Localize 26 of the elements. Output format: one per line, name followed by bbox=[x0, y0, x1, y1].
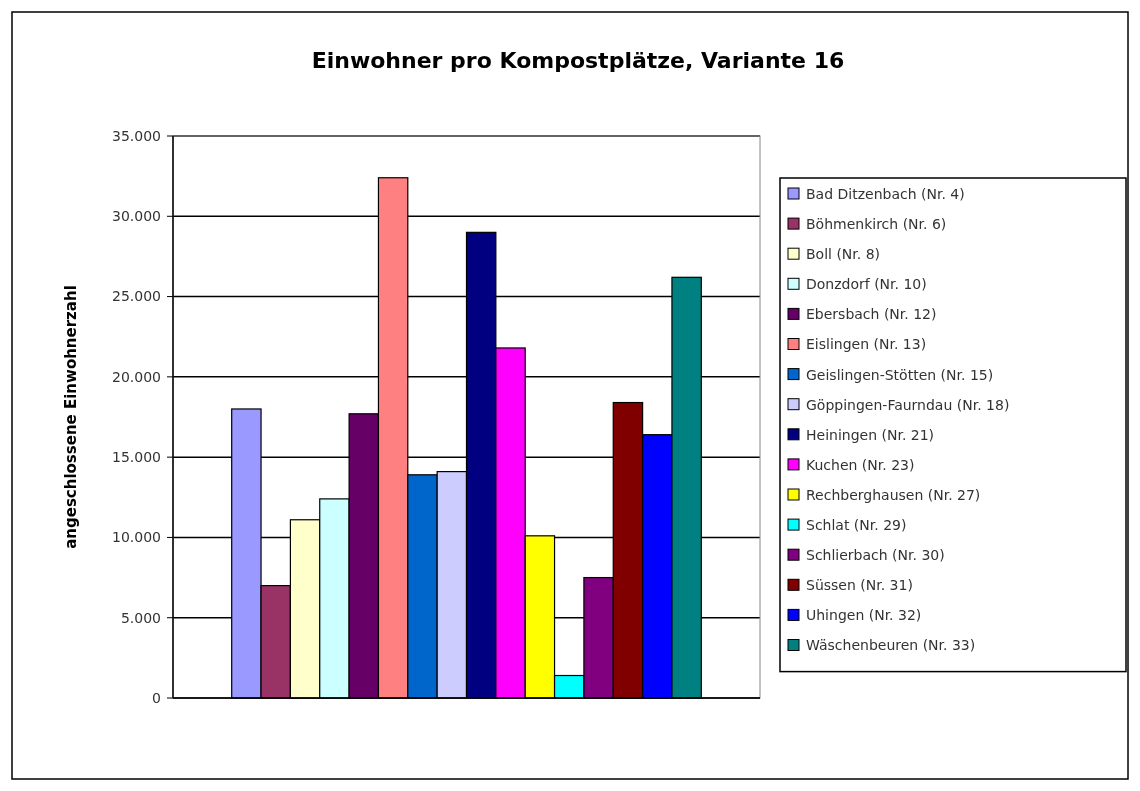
y-tick-label: 5.000 bbox=[120, 609, 161, 626]
legend-label: Rechberghausen (Nr. 27) bbox=[806, 486, 981, 503]
legend-label: Uhingen (Nr. 32) bbox=[806, 607, 922, 624]
legend-label: Eislingen (Nr. 13) bbox=[806, 336, 927, 353]
legend-label: Schlat (Nr. 29) bbox=[806, 517, 907, 533]
legend-label: Donzdorf (Nr. 10) bbox=[806, 276, 927, 293]
y-axis-title: angeschlossene Einwohnerzahl bbox=[62, 285, 80, 549]
y-tick-label: 15.000 bbox=[112, 449, 161, 466]
y-tick-label: 10.000 bbox=[112, 529, 161, 546]
y-tick-label: 0 bbox=[152, 689, 161, 706]
legend-label: Geislingen-Stötten (Nr. 15) bbox=[806, 366, 994, 383]
legend-label: Wäschenbeuren (Nr. 33) bbox=[806, 637, 976, 654]
legend-label: Schlierbach (Nr. 30) bbox=[806, 547, 945, 564]
legend-label: Süssen (Nr. 31) bbox=[806, 577, 913, 594]
legend-label: Böhmenkirch (Nr. 6) bbox=[806, 216, 947, 232]
legend-label: Göppingen-Faurndau (Nr. 18) bbox=[806, 396, 1010, 413]
legend-label: Bad Ditzenbach (Nr. 4) bbox=[806, 185, 965, 202]
y-tick-label: 20.000 bbox=[112, 368, 161, 385]
legend-label: Ebersbach (Nr. 12) bbox=[806, 306, 937, 323]
y-tick-label: 35.000 bbox=[112, 127, 161, 144]
chart-title: Einwohner pro Kompostplätze, Variante 16 bbox=[311, 48, 845, 73]
y-tick-label: 30.000 bbox=[112, 208, 161, 225]
legend-label: Heiningen (Nr. 21) bbox=[806, 426, 935, 443]
legend-label: Boll (Nr. 8) bbox=[806, 246, 881, 263]
y-tick-label: 25.000 bbox=[112, 288, 161, 305]
legend-label: Kuchen (Nr. 23) bbox=[806, 456, 915, 473]
